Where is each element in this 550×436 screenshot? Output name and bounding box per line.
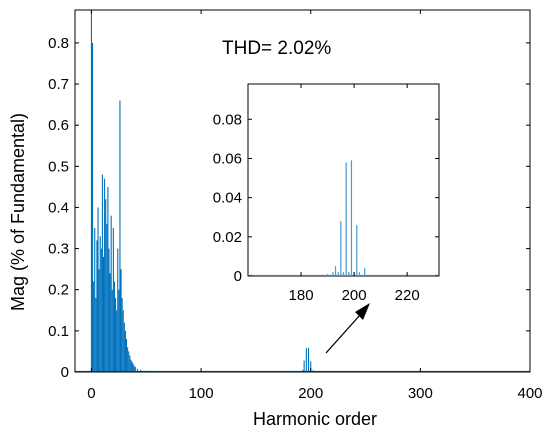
inset-bar <box>340 221 342 276</box>
main-bar <box>132 363 134 372</box>
inset-y-tick-label: 0 <box>234 268 242 285</box>
main-bar <box>129 355 131 372</box>
main-y-tick-label: 0.8 <box>48 35 69 52</box>
inset-bar <box>356 225 358 276</box>
main-bar <box>118 289 120 372</box>
main-bar <box>125 339 128 372</box>
main-y-ticks: 0 0.1 0.2 0.3 0.4 0.5 0.6 0.7 0.8 <box>48 35 530 381</box>
main-bar <box>122 310 124 372</box>
main-bar <box>116 310 118 372</box>
inset-x-tick-label: 200 <box>342 287 367 304</box>
inset-x-tick-label: 180 <box>289 287 314 304</box>
main-bar <box>104 178 106 372</box>
main-y-tick-label: 0.4 <box>48 199 69 216</box>
inset-plot-frame <box>247 83 440 277</box>
inset-bar <box>334 266 337 276</box>
main-bar <box>310 361 312 372</box>
arrow-head <box>355 303 370 320</box>
main-bar <box>93 281 95 372</box>
main-y-tick-label: 0.5 <box>48 158 69 175</box>
main-bar <box>100 248 102 372</box>
main-x-tick-label: 100 <box>189 385 214 402</box>
inset-plot: 180 200 220 0 0.02 0.04 0.06 0.08 <box>213 83 440 304</box>
main-bar <box>97 207 99 372</box>
main-x-tick-label: 0 <box>87 385 95 402</box>
inset-y-tick-label: 0.02 <box>213 229 242 246</box>
main-bar <box>115 297 117 372</box>
main-bar <box>124 330 126 372</box>
inset-y-tick-label: 0.04 <box>213 190 242 207</box>
main-bar <box>303 360 305 372</box>
main-x-tick-label: 400 <box>517 385 542 402</box>
main-y-tick-label: 0.3 <box>48 241 69 258</box>
main-bar <box>113 281 116 372</box>
main-bar <box>91 42 94 372</box>
main-bar <box>136 368 139 372</box>
main-bar <box>102 256 105 372</box>
arrow-line <box>325 314 361 354</box>
main-bar <box>99 236 101 372</box>
inset-y-tick-label: 0.06 <box>213 150 242 167</box>
main-bar <box>110 215 112 372</box>
main-bar <box>109 273 111 372</box>
zoom-arrow <box>325 303 370 354</box>
main-bar <box>94 228 96 372</box>
inset-bar <box>332 272 334 276</box>
main-x-ticks: 0 100 200 300 400 <box>87 10 543 402</box>
inset-x-ticks: 180 200 220 <box>289 84 420 304</box>
main-bar <box>133 365 135 372</box>
main-y-tick-label: 0 <box>61 364 69 381</box>
main-bar <box>106 223 108 372</box>
main-bar <box>98 269 100 372</box>
main-bar <box>130 359 132 372</box>
main-bar <box>119 100 121 372</box>
inset-bar <box>342 272 345 276</box>
inset-bar <box>364 268 366 276</box>
main-bar <box>90 10 92 372</box>
main-y-tick-label: 0.1 <box>48 323 69 340</box>
main-bar <box>101 174 103 372</box>
main-bar <box>127 347 129 372</box>
main-bar <box>112 228 114 372</box>
main-bar <box>111 289 113 372</box>
main-bars <box>75 10 530 372</box>
inset-y-ticks: 0 0.02 0.04 0.06 0.08 <box>213 111 439 285</box>
main-y-tick-label: 0.7 <box>48 76 69 93</box>
main-bar <box>120 269 122 372</box>
x-axis-label: Harmonic order <box>253 409 377 429</box>
main-bar <box>95 297 97 372</box>
main-bar <box>134 367 136 372</box>
thd-annotation: THD= 2.02% <box>222 38 331 59</box>
main-bar <box>107 186 109 372</box>
inset-bar <box>348 272 350 276</box>
main-bar <box>121 297 123 372</box>
main-x-tick-label: 300 <box>408 385 433 402</box>
main-y-tick-label: 0.2 <box>48 282 69 299</box>
main-x-tick-label: 200 <box>298 385 323 402</box>
main-bar <box>131 361 133 372</box>
y-axis-label: Mag (% of Fundamental) <box>8 113 28 311</box>
inset-x-tick-label: 220 <box>395 287 420 304</box>
inset-y-tick-label: 0.08 <box>213 111 242 128</box>
inset-bar <box>345 162 347 276</box>
inset-bar <box>358 272 361 276</box>
main-bar <box>307 347 310 372</box>
main-bar <box>305 348 307 372</box>
main-plot-frame <box>74 9 531 373</box>
main-bar <box>117 248 119 372</box>
main-bar <box>96 240 98 372</box>
main-bar <box>108 248 110 372</box>
main-y-tick-label: 0.6 <box>48 117 69 134</box>
inset-bar <box>337 272 339 276</box>
main-bar <box>128 351 130 372</box>
inset-bar <box>350 160 353 276</box>
main-bar <box>123 322 125 372</box>
main-bar <box>105 199 107 372</box>
